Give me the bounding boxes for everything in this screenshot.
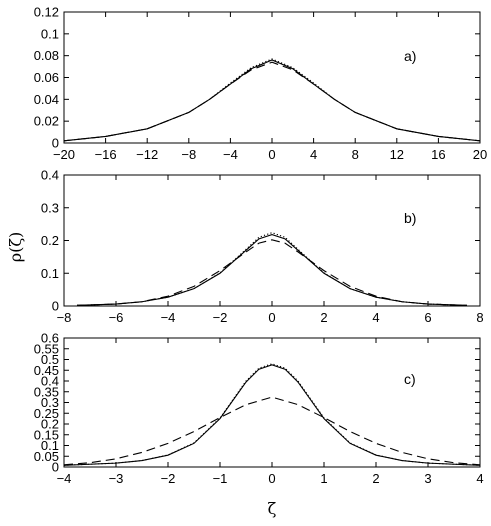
y-tick-label: 0.45 xyxy=(34,363,59,378)
plot-frame xyxy=(63,174,481,307)
y-tick-label: 0.04 xyxy=(34,92,59,107)
x-tick-label: −20 xyxy=(53,147,75,162)
y-tick-label: 0.06 xyxy=(34,70,59,85)
y-tick-label: 0 xyxy=(52,299,59,314)
x-tick-label: 0 xyxy=(268,147,275,162)
series-dashed-line xyxy=(76,239,468,306)
y-tick-label: 0.2 xyxy=(41,233,59,248)
x-tick-label: −4 xyxy=(161,310,176,325)
x-tick-label: −2 xyxy=(213,310,228,325)
y-axis-label: ρ(ζ) xyxy=(6,232,25,263)
x-tick-label: 1 xyxy=(320,471,327,486)
y-tick-label: 0.35 xyxy=(34,384,59,399)
x-tick-label: −8 xyxy=(57,310,72,325)
y-tick-label: 0 xyxy=(52,460,59,475)
x-tick-label: −2 xyxy=(161,471,176,486)
y-tick-label: 0.4 xyxy=(41,374,59,389)
plot-frame xyxy=(63,337,481,468)
x-tick-label: 0 xyxy=(268,471,275,486)
series-dashed-line xyxy=(64,61,480,142)
panel-c: −4 −3 −2 −1 0 1 2 3 400.050.10.150.20.250.30.350… xyxy=(34,331,484,487)
y-tick-label: 0.12 xyxy=(34,5,59,20)
x-tick-label: −4 xyxy=(57,471,72,486)
y-tick-label: 0.15 xyxy=(34,427,59,442)
panel-label: b) xyxy=(404,210,416,226)
y-tick-label: 0.05 xyxy=(34,449,59,464)
y-tick-label: 0.25 xyxy=(34,406,59,421)
panel-label: c) xyxy=(404,371,416,387)
series-solid-line xyxy=(64,364,480,466)
x-tick-label: 2 xyxy=(372,471,379,486)
panel-b: −8 −6 −4 −2 0 2 4 6 8 0 0.1 0.2 0.3 0.4 b) xyxy=(41,168,484,326)
series-dotted-line xyxy=(64,58,480,142)
x-axis-label: ζ xyxy=(268,499,277,518)
x-tick-label: −16 xyxy=(95,147,117,162)
y-tick-label: 0.08 xyxy=(34,48,59,63)
x-tick-label: −8 xyxy=(181,147,196,162)
series-solid-line xyxy=(76,234,468,306)
x-tick-label: 8 xyxy=(352,147,359,162)
series-dashed-line xyxy=(64,396,480,466)
y-tick-label: 0.2 xyxy=(41,417,59,432)
x-tick-label: −12 xyxy=(136,147,158,162)
x-tick-label: 4 xyxy=(372,310,379,325)
x-tick-label: 0 xyxy=(268,310,275,325)
plot-frame xyxy=(63,11,481,144)
y-tick-label: 0.6 xyxy=(41,331,59,346)
x-tick-label: 12 xyxy=(390,147,404,162)
x-tick-label: −6 xyxy=(109,310,124,325)
x-tick-label: −4 xyxy=(223,147,238,162)
y-tick-label: 0.5 xyxy=(41,352,59,367)
y-tick-label: 0 xyxy=(52,136,59,151)
x-tick-label: −1 xyxy=(213,471,228,486)
x-tick-label: 6 xyxy=(424,310,431,325)
x-tick-label: 20 xyxy=(473,147,487,162)
y-tick-label: 0.4 xyxy=(41,168,59,183)
panel-label: a) xyxy=(404,48,416,64)
x-tick-label: 4 xyxy=(476,471,483,486)
y-tick-label: 0.1 xyxy=(41,26,59,41)
y-tick-label: 0.55 xyxy=(34,341,59,356)
x-tick-label: 2 xyxy=(320,310,327,325)
y-tick-label: 0.02 xyxy=(34,114,59,129)
panel-a: −20 −16 −12 −8 −4 0 4 8 12 16 20 0 0.02 0.04 0.06 0.08 0… xyxy=(34,5,488,163)
series-solid-line xyxy=(64,59,480,142)
x-tick-label: 16 xyxy=(431,147,445,162)
y-tick-label: 0.3 xyxy=(41,395,59,410)
series-dotted-line xyxy=(64,363,480,466)
x-tick-label: 8 xyxy=(476,310,483,325)
series-dotted-line xyxy=(76,232,468,306)
y-tick-label: 0.1 xyxy=(41,266,59,281)
x-tick-label: −3 xyxy=(109,471,124,486)
y-tick-label: 0.1 xyxy=(41,438,59,453)
y-tick-label: 0.3 xyxy=(41,200,59,215)
x-tick-label: 4 xyxy=(310,147,317,162)
x-tick-label: 3 xyxy=(424,471,431,486)
